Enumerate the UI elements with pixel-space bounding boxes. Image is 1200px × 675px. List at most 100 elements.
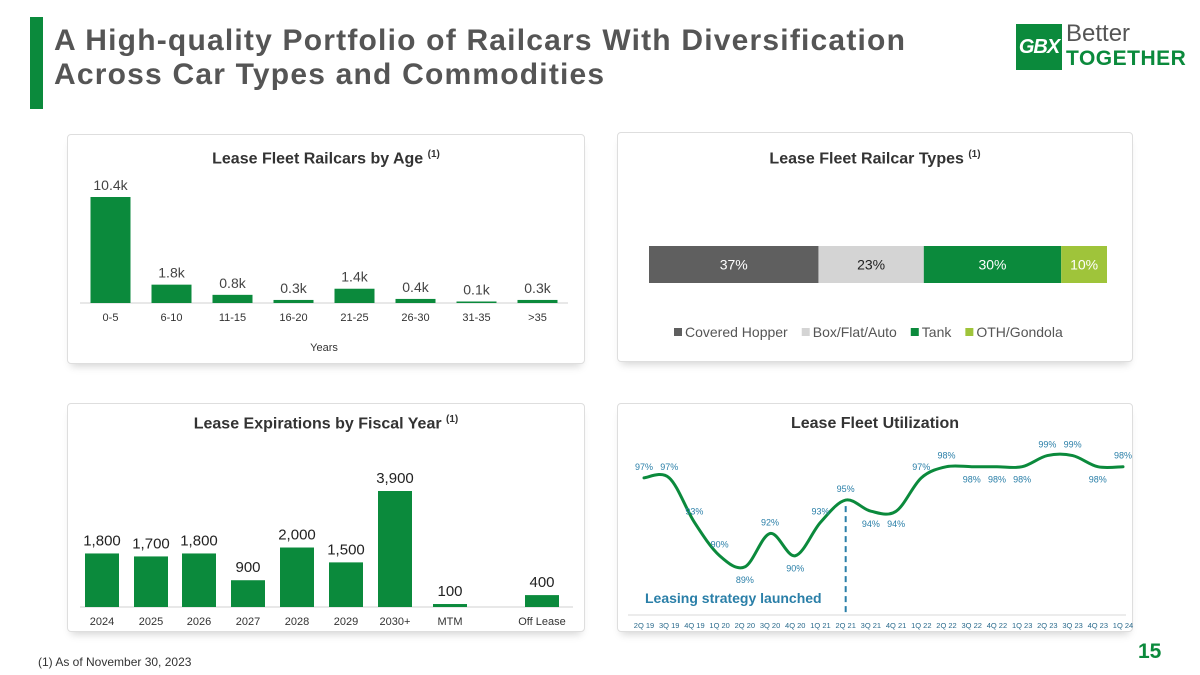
utilization-data-label: 98%	[1013, 475, 1031, 485]
expirations-bar-label: 100	[437, 583, 462, 600]
expirations-bar-label: 1,700	[132, 535, 170, 552]
age-bar	[151, 284, 192, 303]
logo-tagline-better: Better	[1066, 20, 1131, 47]
types-segment	[818, 246, 924, 283]
chart-title-expirations: Lease Expirations by Fiscal Year (1)	[68, 414, 584, 433]
expirations-bar-label: 3,900	[376, 470, 414, 487]
utilization-tick-label: 2Q 21	[835, 621, 855, 630]
utilization-tick-label: 3Q 19	[659, 621, 679, 630]
expirations-bar	[85, 553, 119, 607]
expirations-bar-label: 2,000	[278, 527, 316, 544]
types-segment-label: 10%	[1070, 257, 1098, 273]
types-legend-swatch	[965, 328, 974, 336]
age-bar-chart: 10.4k 0-5 1.8k 6-10 0.8k 11-15 0.3k 16-20 1.4k 21…	[80, 177, 568, 354]
age-bar-label: 0.1k	[463, 282, 490, 298]
age-bar-label: 1.4k	[341, 269, 368, 285]
chart-title-age: Lease Fleet Railcars by Age (1)	[68, 149, 584, 168]
gbx-logo: GBX Better TOGETHER	[1016, 20, 1186, 72]
age-bar	[395, 298, 436, 303]
page-title: A High-quality Portfolio of Railcars Wit…	[54, 24, 954, 92]
age-tick-label: 6-10	[160, 312, 182, 324]
age-x-axis-title: Years	[310, 342, 338, 354]
utilization-tick-label: 2Q 20	[735, 621, 755, 630]
expirations-bar-label: 400	[529, 574, 554, 591]
footnote: (1) As of November 30, 2023	[38, 655, 192, 669]
panel-lease-expirations: Lease Expirations by Fiscal Year (1) 1,8…	[67, 403, 585, 632]
expirations-bar-label: 1,800	[180, 532, 218, 549]
expirations-tick-label: MTM	[437, 616, 462, 628]
utilization-data-label: 97%	[912, 462, 930, 472]
types-segment-label: 23%	[857, 257, 885, 273]
age-bar	[212, 294, 253, 303]
chart-title-types-text: Lease Fleet Railcar Types	[769, 150, 964, 168]
title-accent-bar	[30, 17, 43, 109]
types-legend-label: OTH/Gondola	[976, 324, 1063, 340]
expirations-tick-label: 2028	[285, 616, 309, 628]
chart-title-age-note: (1)	[427, 149, 440, 160]
expirations-tick-label: 2026	[187, 616, 211, 628]
expirations-bar-chart: 1,800 2024 1,700 2025 1,800 2026 900 2027 2,000 2…	[80, 470, 573, 628]
types-legend-swatch	[801, 328, 810, 336]
age-tick-label: 11-15	[219, 312, 246, 324]
chart-title-expirations-text: Lease Expirations by Fiscal Year	[193, 415, 442, 433]
utilization-tick-label: 1Q 21	[810, 621, 830, 630]
age-bar-label: 0.4k	[402, 279, 429, 295]
expirations-bar	[231, 580, 265, 607]
expirations-bar-label: 1,500	[327, 541, 365, 558]
expirations-bar	[433, 604, 467, 607]
expirations-tick-label: 2027	[236, 616, 260, 628]
utilization-data-label: 98%	[1089, 475, 1107, 485]
utilization-tick-label: 2Q 22	[936, 621, 956, 630]
chart-title-utilization: Lease Fleet Utilization	[790, 415, 960, 432]
age-bar	[90, 197, 131, 303]
utilization-tick-label: 2Q 19	[634, 621, 654, 630]
expirations-bar	[280, 547, 314, 607]
utilization-data-label: 94%	[862, 519, 880, 529]
utilization-data-label: 90%	[711, 540, 729, 550]
expirations-tick-label: 2030+	[380, 616, 411, 628]
chart-title-expirations-note: (1)	[446, 414, 459, 425]
expirations-tick-label: 2025	[139, 616, 163, 628]
age-bar-label: 10.4k	[93, 177, 128, 193]
age-tick-label: 16-20	[279, 312, 307, 324]
age-bar-label: 0.3k	[524, 280, 551, 296]
utilization-data-label: 89%	[736, 575, 754, 585]
utilization-data-label: 92%	[761, 517, 779, 527]
age-bar	[456, 301, 497, 303]
age-bar-label: 1.8k	[158, 265, 185, 281]
utilization-series-line	[642, 452, 1125, 570]
utilization-tick-label: 3Q 20	[760, 621, 780, 630]
age-tick-label: 31-35	[462, 312, 490, 324]
utilization-tick-label: 4Q 20	[785, 621, 805, 630]
expirations-bar-label: 900	[235, 559, 260, 576]
utilization-data-label: 98%	[963, 475, 981, 485]
utilization-tick-label: 2Q 23	[1037, 621, 1057, 630]
utilization-data-label: 90%	[786, 564, 804, 574]
expirations-tick-label: 2029	[334, 616, 358, 628]
utilization-tick-label: 3Q 23	[1062, 621, 1082, 630]
utilization-tick-label: 3Q 22	[962, 621, 982, 630]
utilization-tick-label: 4Q 22	[987, 621, 1007, 630]
age-tick-label: 0-5	[103, 312, 119, 324]
chart-title-types: Lease Fleet Railcar Types (1)	[618, 149, 1132, 168]
types-legend-swatch	[674, 328, 682, 336]
age-bar-label: 0.3k	[280, 280, 307, 296]
utilization-data-label: 99%	[1038, 440, 1056, 450]
utilization-data-label: 99%	[1064, 440, 1082, 450]
types-segment	[923, 246, 1062, 283]
logo-tagline-together: TOGETHER	[1066, 47, 1187, 70]
chart-title-types-note: (1)	[968, 149, 981, 160]
expirations-bar	[525, 595, 559, 607]
utilization-tick-label: 1Q 23	[1012, 621, 1032, 630]
utilization-data-label: 93%	[811, 506, 829, 516]
utilization-tick-label: 1Q 24	[1113, 621, 1133, 630]
utilization-data-label: 98%	[1114, 451, 1132, 461]
utilization-data-label: 94%	[887, 519, 905, 529]
types-legend-label: Tank	[922, 324, 953, 340]
gbx-logo-mark: GBX	[1016, 24, 1062, 70]
page-number: 15	[1138, 640, 1162, 663]
page-title-line-2: Across Car Types and Commodities	[54, 58, 606, 91]
types-legend-label: Covered Hopper	[685, 324, 788, 340]
utilization-data-label: 97%	[660, 462, 678, 472]
utilization-data-label: 98%	[988, 475, 1006, 485]
